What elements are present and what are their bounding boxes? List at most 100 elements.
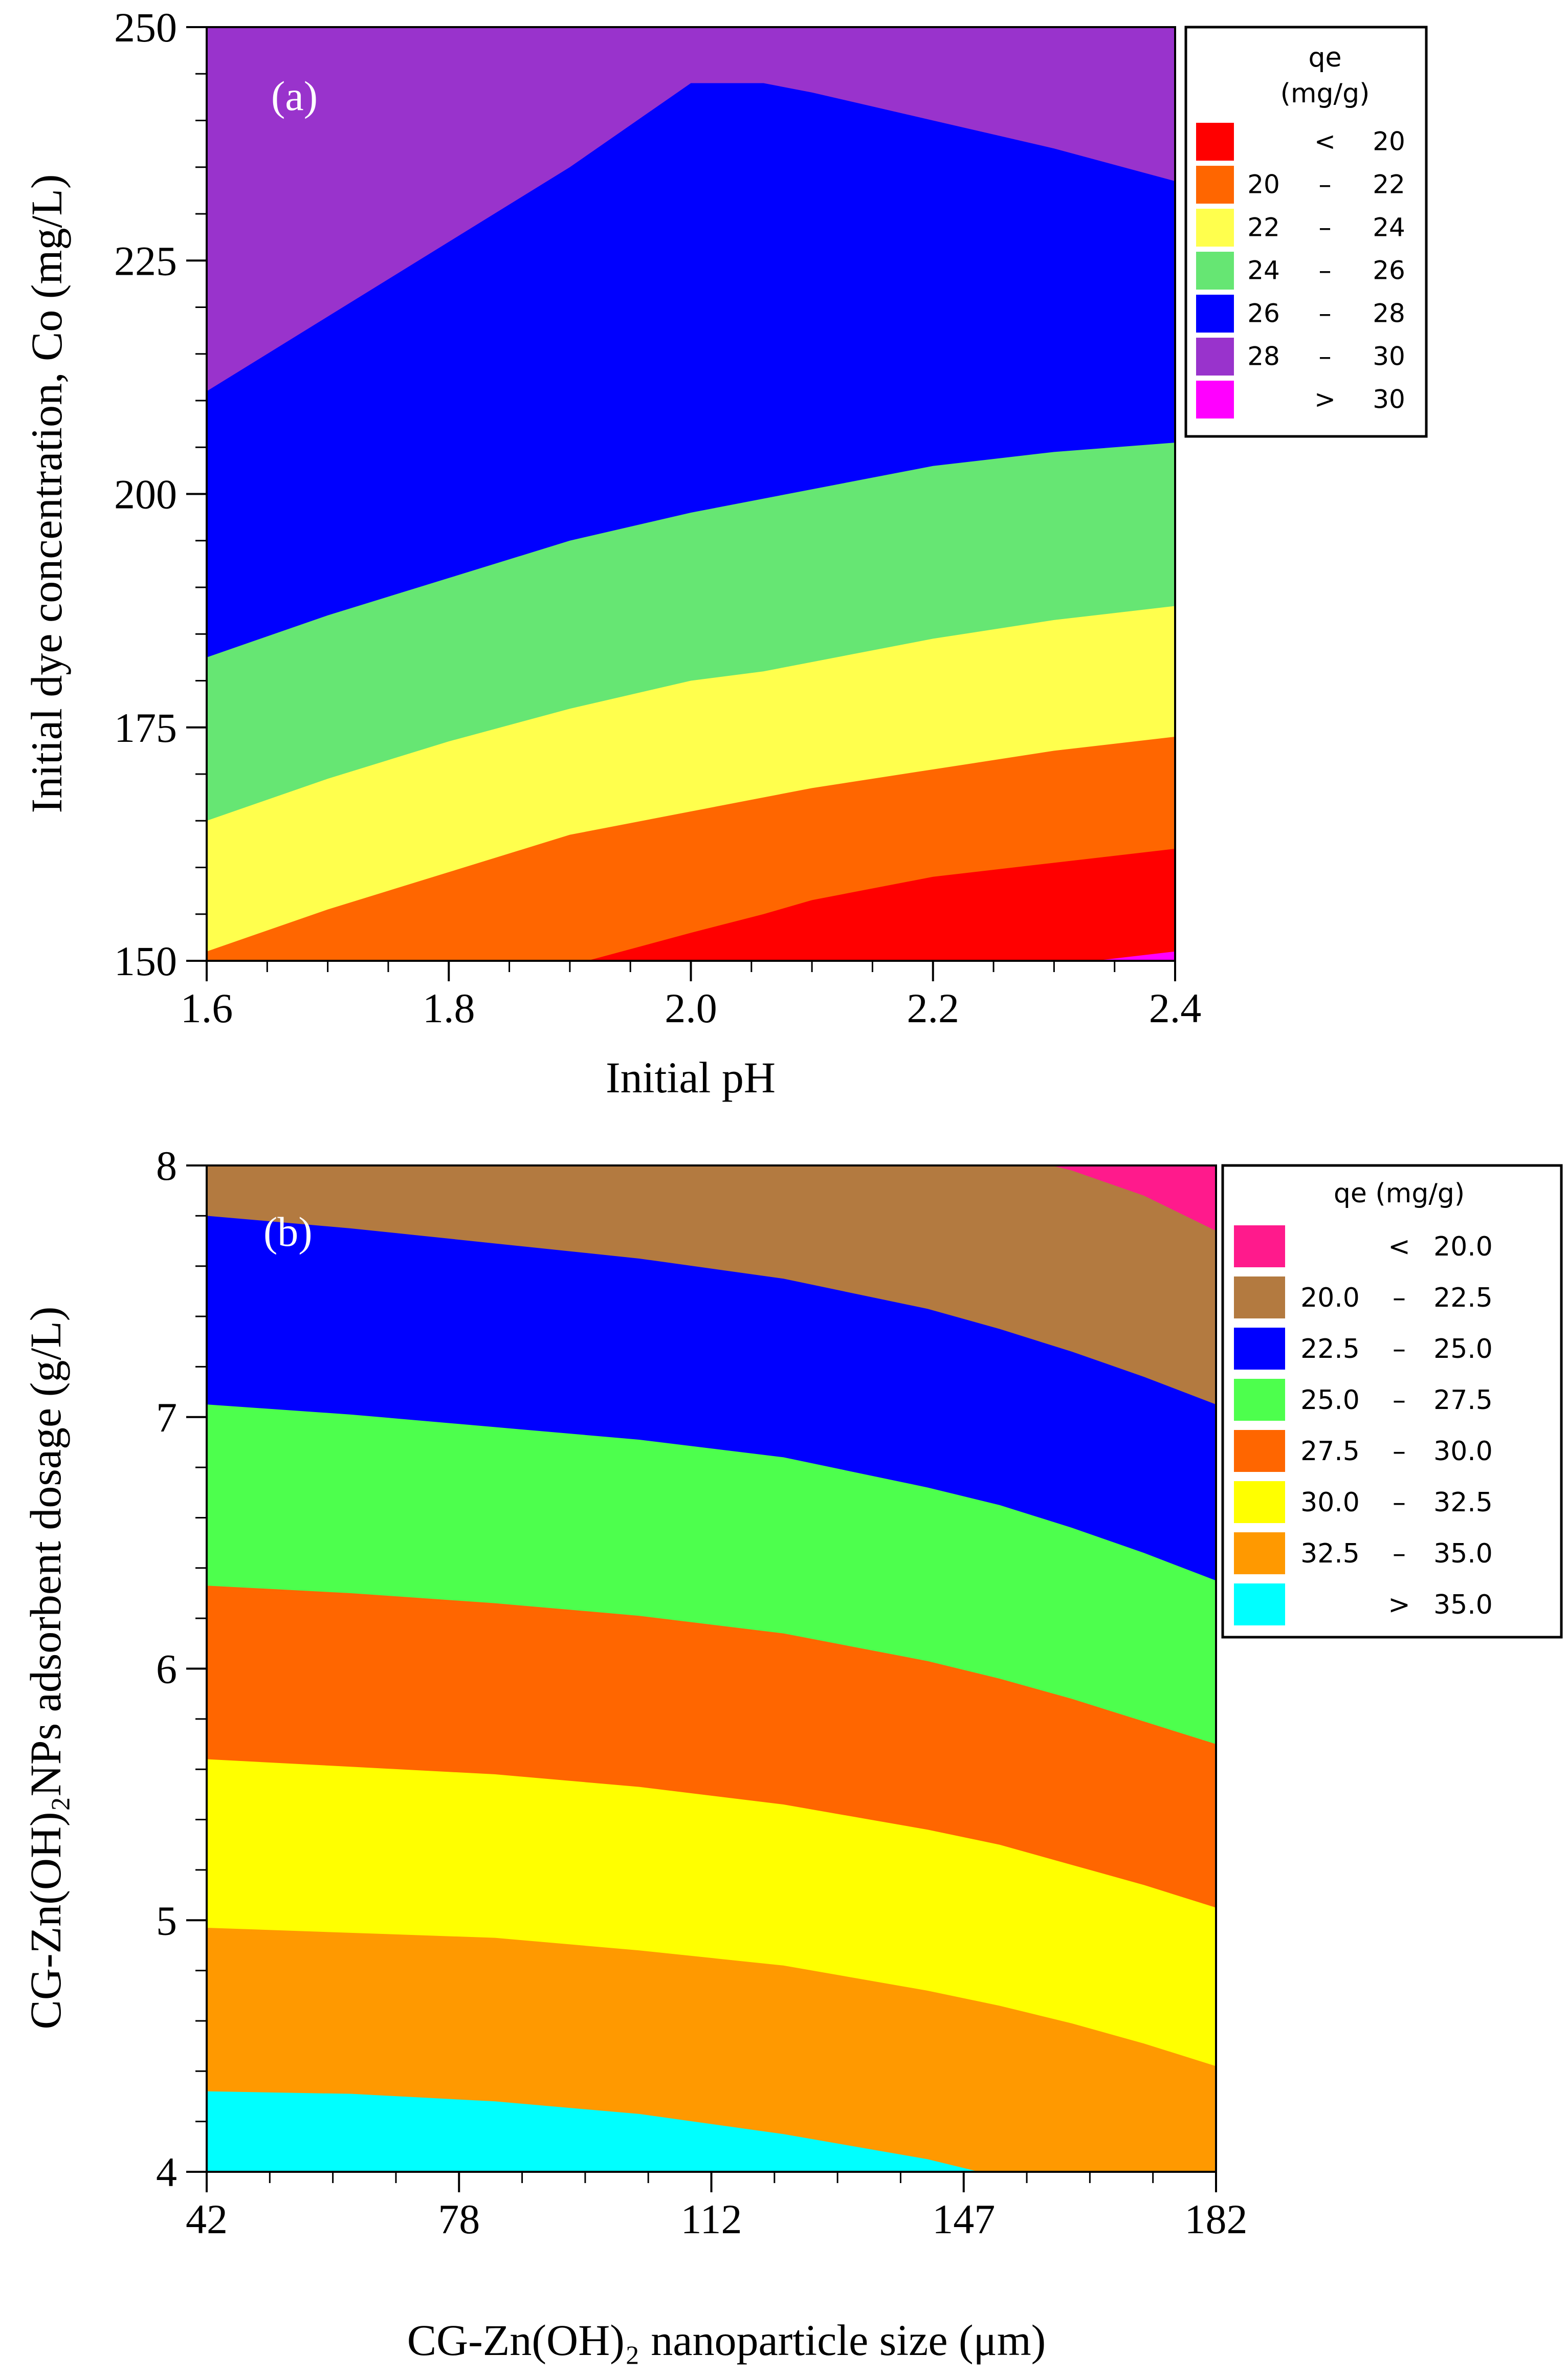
panel-a-legend-separator: < (1314, 126, 1336, 156)
panel-b-y-tick-label: 4 (156, 2149, 177, 2195)
panel-a-legend-swatch (1196, 252, 1234, 290)
panel-b-x-tick-label: 147 (932, 2196, 995, 2242)
panel-a-contour-bands (207, 27, 1175, 961)
panel-b-x-tick-label: 182 (1185, 2196, 1248, 2242)
panel-b-band-20_0 (1051, 1165, 1216, 1231)
panel-a-legend-title-unit: (mg/g) (1280, 78, 1370, 109)
panel-b-legend-title: qe (mg/g) (1334, 1178, 1465, 1209)
panel-a-legend-separator: – (1319, 169, 1332, 199)
panel-b-legend-separator: – (1393, 1538, 1406, 1569)
panel-b-legend-low: 25.0 (1300, 1385, 1360, 1416)
panel-a-y-axis-label: Initial dye concentration, Co (mg/L) (22, 174, 71, 813)
panel-b-legend-separator: – (1393, 1283, 1406, 1313)
panel-a-legend-high: 22 (1373, 169, 1405, 199)
panel-b-y-axis-label: CG-Zn(OH)₂NPs adsorbent dosage (g/L) (21, 1307, 70, 2030)
panel-b-x-tick-label: 78 (438, 2196, 480, 2242)
panel-b-legend-low: 20.0 (1300, 1283, 1360, 1313)
panel-a-legend-swatch (1196, 381, 1234, 419)
panel-b-legend-separator: < (1388, 1231, 1410, 1262)
panel-b-legend-high: 35.0 (1433, 1590, 1493, 1620)
panel-b-legend-swatch (1234, 1532, 1285, 1574)
panel-a-legend-swatch (1196, 166, 1234, 204)
panel-b-legend-separator: – (1393, 1436, 1406, 1467)
panel-a-legend-low: 26 (1247, 298, 1280, 328)
panel-b-legend: qe (mg/g) <20.020.0–22.522.5–25.025.0–27… (1221, 1164, 1563, 1639)
panel-a-legend-separator: > (1314, 384, 1336, 414)
panel-b-legend-separator: – (1393, 1334, 1406, 1364)
panel-b-band-22_5-from-20_0 (207, 1165, 1216, 1405)
panel-a-legend-swatch (1196, 209, 1234, 247)
panel-b-legend-low: 30.0 (1300, 1487, 1360, 1518)
panel-a-legend-high: 30 (1373, 341, 1405, 371)
panel-a-legend-high: 24 (1373, 212, 1405, 242)
panel-b-x-tick-label: 42 (186, 2196, 228, 2242)
panel-b-legend-low: 27.5 (1300, 1436, 1360, 1467)
panel-a-band-30-from-28 (207, 27, 1175, 391)
panel-a-legend-high: 28 (1373, 298, 1405, 328)
panel-a-x-tick-label: 2.4 (1149, 985, 1202, 1031)
panel-b-legend-entries: <20.020.0–22.522.5–25.025.0–27.527.5–30.… (1234, 1225, 1493, 1625)
panel-b-legend-swatch (1234, 1328, 1285, 1370)
panel-a-legend-separator: – (1319, 341, 1332, 371)
panel-a-x-tick-label: 1.6 (181, 985, 233, 1031)
panel-b-legend-high: 30.0 (1433, 1436, 1493, 1467)
panel-b-y-tick-label: 7 (156, 1394, 177, 1441)
panel-b-legend-high: 27.5 (1433, 1385, 1493, 1416)
panel-a-legend-swatch (1196, 123, 1234, 161)
panel-a-legend-separator: – (1319, 255, 1332, 285)
panel-b-y-tick-label: 8 (156, 1142, 177, 1189)
panel-b-legend-swatch (1234, 1225, 1285, 1267)
panel-a-legend-separator: – (1319, 212, 1332, 242)
panel-a-y-tick-label: 250 (114, 4, 177, 51)
panel-a-legend-high: 20 (1373, 126, 1405, 156)
panel-b-legend-swatch (1234, 1430, 1285, 1472)
panel-b-contour-bands (207, 1165, 1216, 2172)
panel-b-legend-low: 22.5 (1300, 1334, 1360, 1364)
panel-b-legend-swatch (1234, 1379, 1285, 1421)
panel-b-x-axis-label: CG-Zn(OH)₂ nanoparticle size (μm) (407, 2316, 1046, 2365)
panel-b-y-tick-label: 5 (156, 1897, 177, 1944)
panel-b-y-tick-label: 6 (156, 1646, 177, 1692)
panel-b-legend-swatch (1234, 1276, 1285, 1318)
panel-a-legend-low: 24 (1247, 255, 1280, 285)
panel-b-legend-swatch (1234, 1583, 1285, 1625)
panel-a-legend-swatch (1196, 338, 1234, 376)
panel-b-label: (b) (263, 1208, 313, 1255)
panel-b-x-tick-label: 112 (681, 2196, 742, 2242)
panel-a-legend-entries: <20 20 – 22 22 – 24 24 – 26 26 – 28 28 – 30 > 30 (1196, 123, 1405, 419)
panel-a-legend-high: 30 (1373, 384, 1405, 414)
panel-a-x-tick-label: 2.2 (907, 985, 960, 1031)
panel-a-legend-swatch (1196, 295, 1234, 333)
panel-a-y-tick-label: 225 (114, 237, 177, 284)
panel-a-legend-low: 20 (1247, 169, 1280, 199)
panel-b-legend-swatch (1234, 1481, 1285, 1523)
panel-b-ticks (186, 1164, 1217, 2192)
panel-a-legend-low: 22 (1247, 212, 1280, 242)
panel-b-legend-separator: – (1393, 1385, 1406, 1416)
panel-a-ticks (186, 26, 1176, 981)
panel-a-tick-labels: 1.6 1.8 2.0 2.2 2.4 150 175 200 225 250 (114, 4, 1201, 1031)
panel-a-legend-low: 28 (1247, 341, 1280, 371)
panel-a-x-tick-label: 1.8 (423, 985, 475, 1031)
panel-a-y-tick-label: 175 (114, 704, 177, 751)
panel-b-legend-separator: – (1393, 1487, 1406, 1518)
panel-a-legend-high: 26 (1373, 255, 1405, 285)
panel-a-legend-title-qe: qe (1309, 42, 1342, 73)
panel-b-legend-low: 32.5 (1300, 1538, 1360, 1569)
panel-a-label: (a) (271, 73, 318, 119)
panel-b-legend-high: 25.0 (1433, 1334, 1493, 1364)
panel-a-legend: qe (mg/g) <20 20 – 22 22 – 24 24 – 26 26 – 28 28 – 30 > 3… (1184, 26, 1428, 438)
panel-a-x-axis-label: Initial pH (606, 1053, 776, 1102)
panel-b-legend-high: 22.5 (1433, 1283, 1493, 1313)
panel-a-legend-separator: – (1319, 298, 1332, 328)
panel-a: (a) 1.6 1.8 2.0 2.2 2.4 150 175 200 225 250 Initi… (22, 4, 1428, 1102)
panel-a-x-tick-label: 2.0 (665, 985, 717, 1031)
panel-b-legend-separator: > (1388, 1590, 1410, 1620)
panel-b-legend-high: 32.5 (1433, 1487, 1493, 1518)
panel-b-legend-high: 35.0 (1433, 1538, 1493, 1569)
panel-b-legend-high: 20.0 (1433, 1231, 1493, 1262)
panel-a-y-tick-label: 150 (114, 938, 177, 984)
